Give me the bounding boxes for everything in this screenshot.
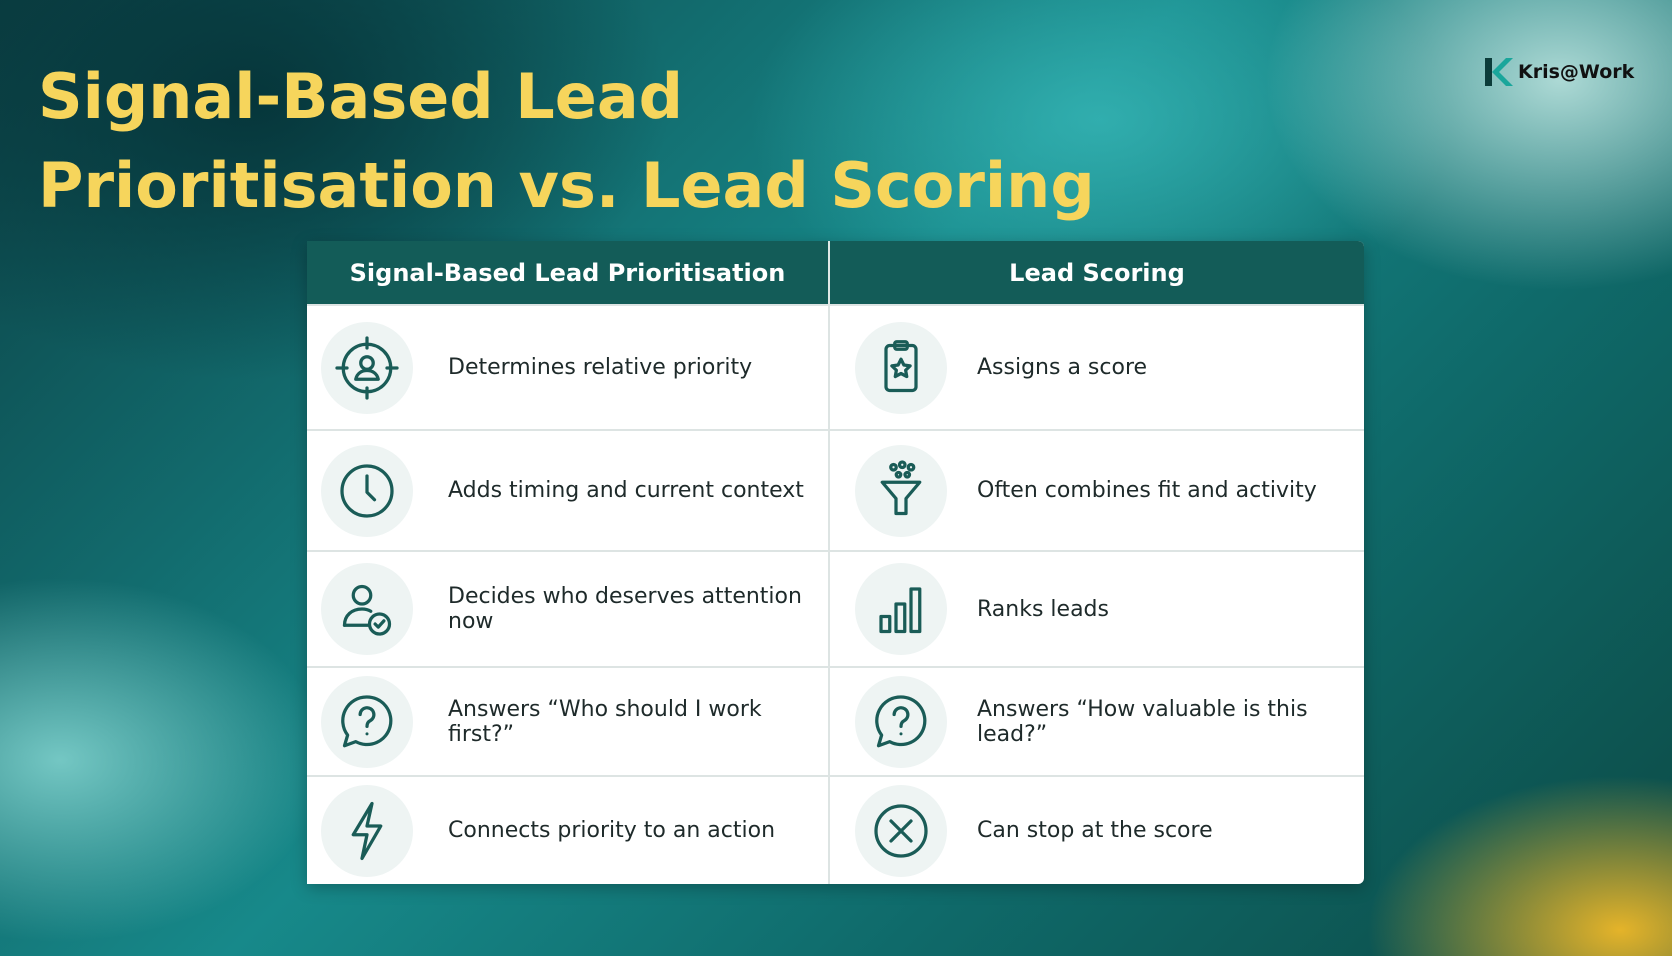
table-row: Determines relative priority Assigns a sc… xyxy=(307,304,1364,429)
icon xyxy=(321,321,413,414)
table-cell: Often combines fit and activity xyxy=(828,431,1364,550)
icon xyxy=(855,321,947,414)
logo: Kris@Work xyxy=(1482,56,1634,88)
column-header: Signal-Based Lead Prioritisation xyxy=(349,258,786,287)
table-cell: Ranks leads xyxy=(828,552,1364,666)
table-cell: Determines relative priority xyxy=(307,306,828,429)
table-row: Answers “Who should I work first?” Answer… xyxy=(307,666,1364,775)
table-cell: Decides who deserves attention now xyxy=(307,552,828,666)
icon xyxy=(855,675,947,768)
logo-text: Kris@Work xyxy=(1518,61,1635,83)
table-row: Connects priority to an action Can stop a… xyxy=(307,775,1364,884)
table-cell: Connects priority to an action xyxy=(307,777,828,884)
table-row: Adds timing and current context Often com… xyxy=(307,429,1364,550)
icon-graphic xyxy=(342,584,392,636)
column-header: Lead Scoring xyxy=(828,241,1364,304)
cell-text: Connects priority to an action xyxy=(448,818,776,843)
icon xyxy=(321,784,413,877)
cell-text: Decides who deserves attention now xyxy=(448,584,802,634)
icon-graphic xyxy=(879,587,922,634)
logo-mark xyxy=(1485,58,1513,86)
comparison-table: Signal-Based Lead Prioritisation Lead Sc… xyxy=(307,241,1364,884)
icon-graphic xyxy=(874,803,928,858)
cell-text: Often combines fit and activity xyxy=(977,478,1317,503)
icon-graphic xyxy=(341,694,393,747)
cell-text: Determines relative priority xyxy=(448,355,753,380)
title-line: Prioritisation vs. Lead Scoring xyxy=(38,149,1095,222)
title-line: Signal-Based Lead xyxy=(38,60,684,133)
cell-text: Answers “Who should I work first?” xyxy=(448,696,762,747)
icon-graphic xyxy=(880,459,922,515)
icon-graphic xyxy=(351,801,383,860)
cell-text: Assigns a score xyxy=(977,355,1148,380)
icon xyxy=(321,675,413,768)
cell-text: Ranks leads xyxy=(977,596,1109,622)
icon xyxy=(855,444,947,537)
table-cell: Answers “How valuable is this lead?” xyxy=(828,668,1364,775)
title: Signal-Based Lead Prioritisation vs. Lea… xyxy=(38,52,1095,230)
table-row: Decides who deserves attention now Ranks … xyxy=(307,550,1364,666)
icon-graphic xyxy=(875,694,927,747)
table-cell: Can stop at the score xyxy=(828,777,1364,884)
cell-text: Answers “How valuable is this lead?” xyxy=(977,696,1308,747)
table-cell: Answers “Who should I work first?” xyxy=(307,668,828,775)
cell-text: Can stop at the score xyxy=(977,818,1213,843)
header-row: Signal-Based Lead Prioritisation Lead Sc… xyxy=(307,241,1364,304)
icon-graphic xyxy=(884,339,918,392)
icon xyxy=(855,563,947,655)
icon-graphic xyxy=(335,335,399,400)
icon xyxy=(321,563,413,655)
icon xyxy=(321,444,413,537)
table-cell: Adds timing and current context xyxy=(307,431,828,550)
icon xyxy=(855,784,947,877)
cell-text: Adds timing and current context xyxy=(448,478,804,503)
table-cell: Assigns a score xyxy=(828,306,1364,429)
icon-graphic xyxy=(340,463,394,518)
